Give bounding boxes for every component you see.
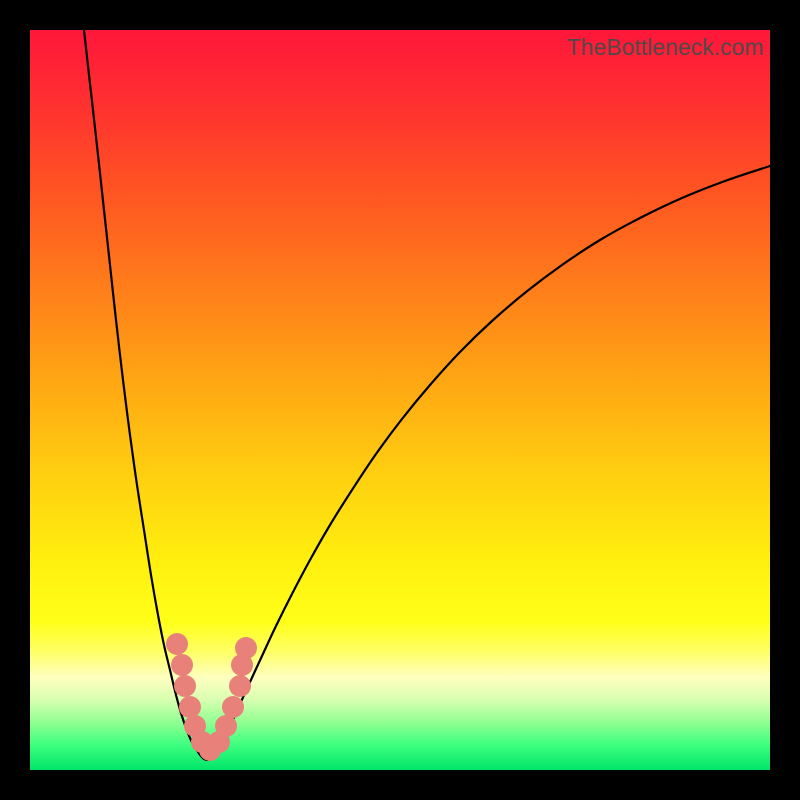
data-marker xyxy=(229,675,251,697)
curve-right xyxy=(207,166,770,760)
data-marker xyxy=(171,654,193,676)
data-marker xyxy=(179,696,201,718)
watermark-text: TheBottleneck.com xyxy=(567,34,764,61)
data-marker xyxy=(215,715,237,737)
curve-left xyxy=(84,30,207,760)
data-marker xyxy=(222,696,244,718)
data-marker xyxy=(235,637,257,659)
data-marker xyxy=(174,675,196,697)
chart-svg xyxy=(30,30,770,770)
plot-area: TheBottleneck.com xyxy=(30,30,770,770)
chart-frame: TheBottleneck.com xyxy=(0,0,800,800)
data-marker xyxy=(166,633,188,655)
